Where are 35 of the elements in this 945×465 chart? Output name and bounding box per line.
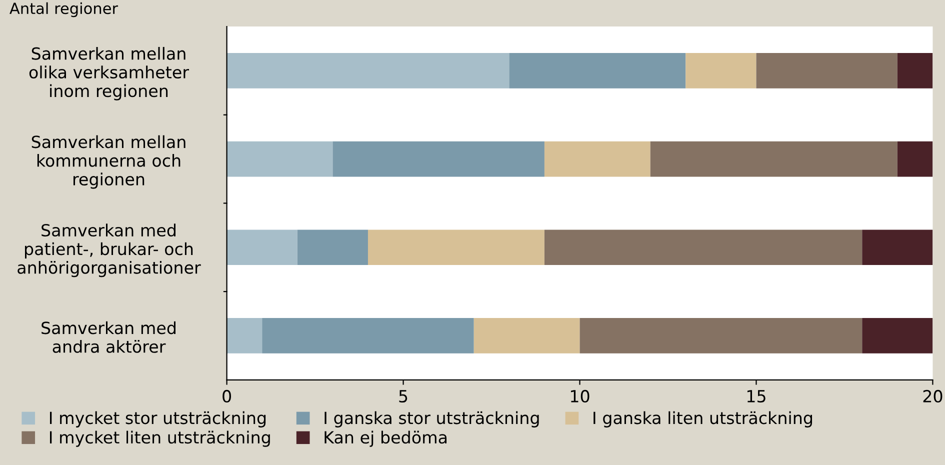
y-tick-label: Samverkan med patient-, brukar- och anhörigorganisationer	[18, 224, 201, 278]
x-tick-label: 5	[399, 390, 408, 403]
bar	[509, 53, 686, 88]
x-tick-label: 0	[222, 390, 231, 403]
legend-label: I mycket liten utsträckning	[50, 430, 270, 447]
x-tick-label: 20	[923, 390, 942, 403]
bar	[862, 318, 933, 354]
bar	[226, 141, 333, 177]
legend-label: I ganska liten utsträckning	[594, 411, 812, 428]
bar	[297, 230, 368, 266]
bar	[897, 53, 933, 88]
y-tick-label: Samverkan mellan olika verksamheter inom regionen	[29, 46, 190, 100]
bar	[226, 318, 262, 354]
bar	[544, 141, 650, 177]
bar	[474, 318, 580, 354]
bar	[368, 230, 544, 266]
bar	[262, 318, 474, 354]
bar	[650, 141, 898, 177]
legend-label: Kan ej bedöma	[324, 430, 447, 447]
bar	[226, 53, 510, 88]
bar	[580, 318, 862, 354]
legend-label: I mycket stor utsträckning	[50, 411, 266, 428]
y-tick-label: Samverkan med andra aktörer	[42, 321, 176, 353]
bar	[544, 230, 862, 266]
legend-label: I ganska stor utsträckning	[324, 411, 539, 428]
bar	[897, 141, 933, 177]
y-tick-label: Samverkan mellan kommunerna och regionen	[32, 135, 186, 189]
bar	[226, 230, 298, 266]
x-tick-label: 10	[570, 390, 590, 403]
x-tick-label: 15	[747, 390, 766, 403]
bar	[756, 53, 898, 88]
bar	[332, 141, 544, 177]
y-axis-title: Antal regioner	[10, 2, 118, 18]
bar	[686, 53, 756, 88]
bar	[862, 230, 933, 266]
